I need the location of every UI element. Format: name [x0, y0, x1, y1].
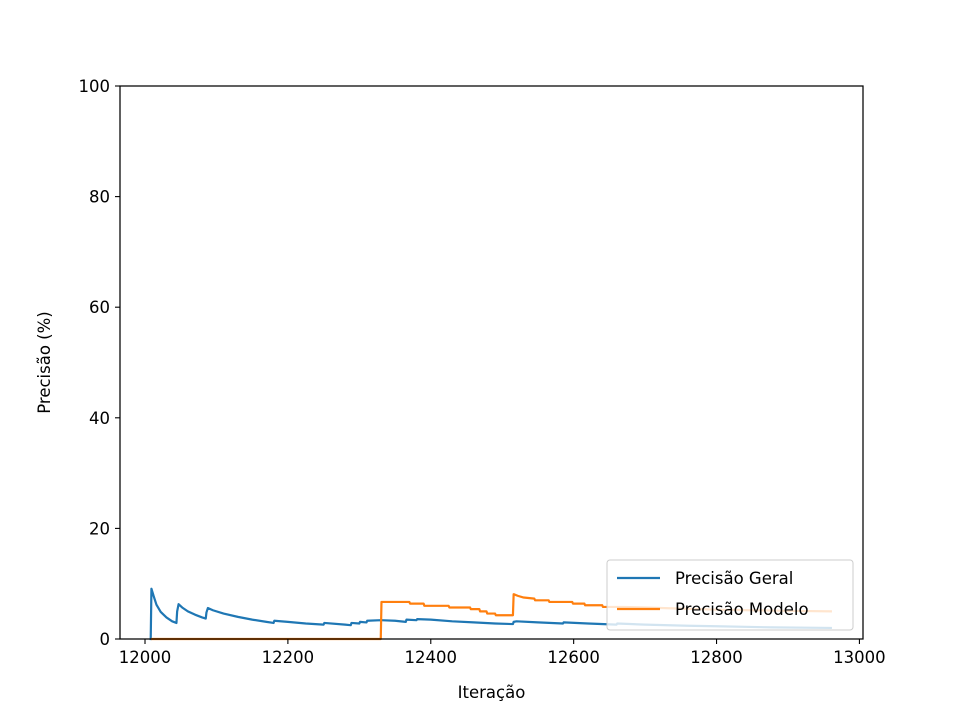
y-tick-label: 40 [89, 409, 110, 428]
x-axis-ticks: 12000 12200 12400 12600 12800 13000 [119, 639, 886, 667]
y-tick-label: 100 [79, 77, 111, 96]
x-tick-label: 12400 [405, 648, 458, 667]
y-tick-label: 0 [100, 630, 111, 649]
plot-area [120, 86, 863, 639]
y-axis-label: Precisão (%) [35, 311, 54, 414]
x-tick-label: 12800 [690, 648, 743, 667]
x-tick-label: 12200 [262, 648, 315, 667]
y-tick-label: 60 [89, 298, 110, 317]
legend-box [606, 559, 854, 631]
legend: Precisão Geral Precisão Modelo [606, 559, 854, 631]
y-tick-label: 20 [89, 519, 110, 538]
x-axis-label: Iteração [458, 683, 526, 702]
x-tick-label: 12600 [547, 648, 600, 667]
y-axis-ticks: 0 20 40 60 80 100 [79, 77, 120, 649]
legend-items: Precisão Geral Precisão Modelo [617, 569, 809, 619]
legend-label-2: Precisão Modelo [675, 600, 809, 619]
x-tick-label: 12000 [119, 648, 172, 667]
x-tick-label: 13000 [833, 648, 886, 667]
legend-label-1: Precisão Geral [675, 569, 793, 588]
plot-frame [119, 85, 864, 640]
series-line-1 [149, 587, 832, 641]
y-tick-label: 80 [89, 188, 110, 207]
